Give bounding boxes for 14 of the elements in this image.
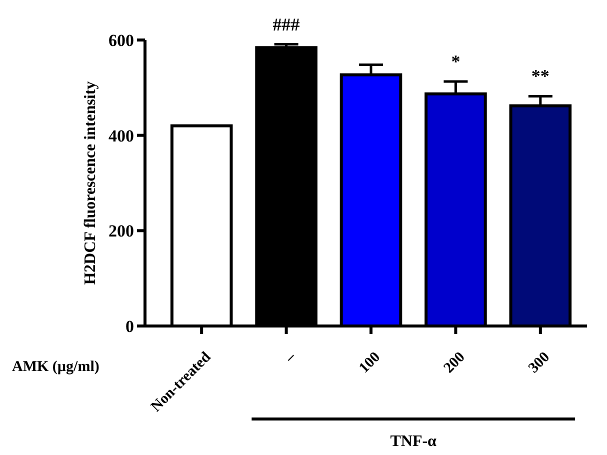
y-tick-label: 400 [108,126,134,146]
x-tick-label: 100 [356,349,384,376]
x-tick-label: – [282,348,300,367]
y-tick-label: 600 [108,30,134,50]
annotation: * [451,51,460,72]
x-tick-label: 300 [526,349,553,376]
annotation: ### [272,14,300,34]
y-tick-label: 200 [108,222,134,241]
x-axis-title: AMK (µg/ml) [12,359,100,375]
y-axis-title: H2DCF fluorescence intensity [82,81,99,285]
x-tick-label: 200 [441,349,468,376]
text: TNF-α [390,433,437,450]
y-tick-label: 0 [126,316,134,336]
annotation: ** [531,66,550,86]
